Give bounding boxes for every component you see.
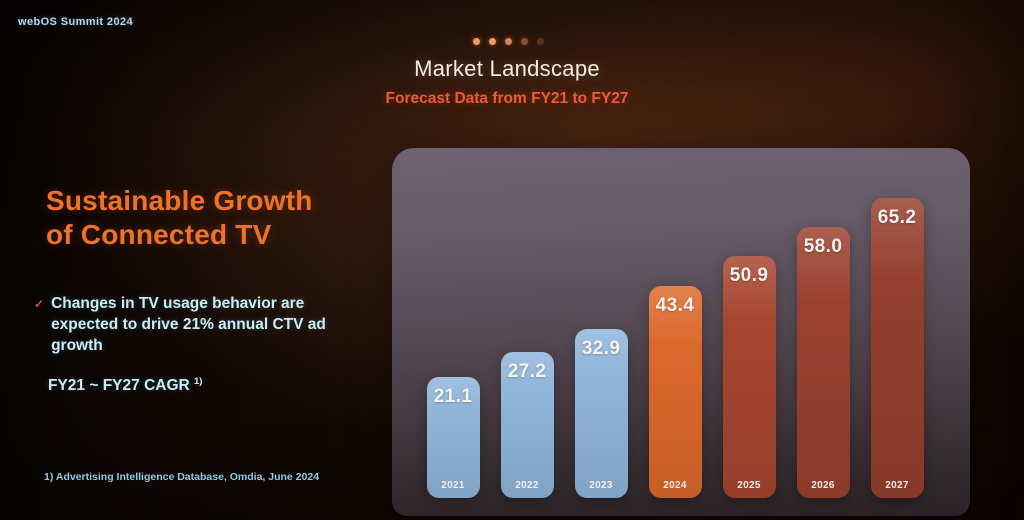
cagr-note: FY21 ~ FY27 CAGR 1): [48, 376, 382, 395]
chart-panel: 21.1 2021 27.2 2022 32.9 2023 43.4 2024 50.9 2025…: [392, 148, 970, 516]
slide-subtitle: Forecast Data from FY21 to FY27: [385, 90, 629, 107]
section-headline: Sustainable Growth of Connected TV: [46, 184, 382, 252]
bar-2025: 50.9 2025: [722, 256, 776, 498]
slide-title: Market Landscape: [414, 56, 600, 81]
pagination-dot: [488, 38, 496, 45]
pagination-dots: [0, 38, 1016, 45]
cagr-superscript: 1): [194, 375, 203, 387]
headline-line1: Sustainable Growth: [46, 185, 313, 216]
bar-year-label: 2024: [663, 480, 687, 491]
headline-line2: of Connected TV: [46, 219, 272, 250]
bar-year-label: 2026: [811, 480, 835, 491]
bar-year-label: 2025: [737, 480, 761, 491]
bar-value-label: 21.1: [433, 386, 473, 407]
bullet-text: Changes in TV usage behavior are expecte…: [51, 295, 326, 354]
bar-year-label: 2023: [589, 480, 613, 491]
bar-value-label: 50.9: [729, 265, 769, 286]
left-text-block: Sustainable Growth of Connected TV ✓ Cha…: [34, 184, 382, 395]
bar-year-label: 2027: [885, 480, 909, 491]
bar-value-label: 32.9: [581, 338, 621, 359]
pagination-dot: [536, 38, 544, 45]
bar-2026: 58.0 2026: [796, 227, 850, 498]
bullet-item: ✓ Changes in TV usage behavior are expec…: [34, 294, 382, 357]
cagr-label: FY21 ~ FY27 CAGR: [48, 376, 190, 394]
bar-value-label: 65.2: [877, 207, 917, 228]
bar-year-label: 2021: [441, 480, 465, 491]
bar-year-label: 2022: [515, 480, 539, 491]
pagination-dot: [472, 38, 480, 45]
bar-value-label: 27.2: [507, 361, 547, 382]
bar-2024: 43.4 2024: [648, 286, 702, 498]
bar-2022: 27.2 2022: [500, 352, 554, 498]
pagination-dot: [504, 38, 512, 45]
bar-2021: 21.1 2021: [426, 377, 480, 498]
bar-2027: 65.2 2027: [870, 198, 924, 498]
brand-logo: webOS Summit 2024: [18, 16, 134, 28]
bar-value-label: 43.4: [655, 295, 695, 316]
bar-2023: 32.9 2023: [574, 329, 628, 498]
checkmark-icon: ✓: [34, 297, 45, 311]
bar-value-label: 58.0: [803, 236, 843, 257]
source-footnote: 1) Advertising Intelligence Database, Om…: [44, 471, 320, 483]
bar-chart: 21.1 2021 27.2 2022 32.9 2023 43.4 2024 50.9 2025…: [392, 148, 970, 516]
pagination-dot: [520, 38, 528, 45]
